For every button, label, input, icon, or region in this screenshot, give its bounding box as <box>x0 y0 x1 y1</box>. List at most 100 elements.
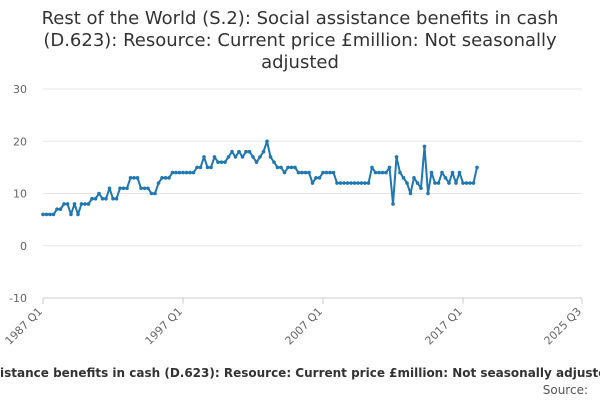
data-point <box>195 165 199 170</box>
data-point <box>209 165 213 170</box>
data-point <box>261 149 266 154</box>
data-point <box>58 207 63 211</box>
data-point <box>415 181 420 185</box>
data-point <box>324 170 329 175</box>
data-point <box>356 181 360 185</box>
data-point <box>62 202 66 206</box>
data-point <box>464 181 469 185</box>
y-axis-ticks: -10 0 10 20 30 <box>9 83 27 305</box>
data-point <box>461 181 465 185</box>
data-point <box>149 191 154 196</box>
data-point <box>342 181 346 185</box>
data-point <box>132 176 136 180</box>
data-point <box>247 149 252 154</box>
data-point <box>79 202 84 206</box>
data-point <box>170 170 175 175</box>
data-point <box>90 196 94 201</box>
data-point <box>384 170 388 175</box>
x-axis: 1987 Q1 1997 Q1 2007 Q1 2017 Q1 2025 Q3 <box>3 297 584 348</box>
data-point <box>331 170 336 175</box>
data-point <box>153 191 157 196</box>
data-point <box>268 155 273 159</box>
data-point <box>233 155 238 159</box>
data-point <box>447 181 451 185</box>
footer-caption: Rest of the World (S.2): Social assistan… <box>0 366 600 380</box>
data-point <box>76 212 80 217</box>
data-point <box>471 181 476 185</box>
data-point <box>450 170 455 175</box>
data-point <box>97 191 101 196</box>
data-point <box>377 170 381 175</box>
data-point <box>275 165 280 170</box>
data-point <box>394 155 399 159</box>
data-point <box>142 186 147 191</box>
data-point <box>314 176 318 180</box>
chart-footer: Rest of the World (S.2): Social assistan… <box>0 366 600 400</box>
data-point <box>223 160 227 164</box>
data-point <box>55 207 59 211</box>
data-point <box>289 165 294 170</box>
y-tick-label: 10 <box>13 188 27 201</box>
y-tick-label: 30 <box>13 83 27 96</box>
data-point <box>398 170 402 175</box>
gridlines <box>43 88 582 299</box>
data-point <box>65 202 70 206</box>
data-point <box>100 196 105 201</box>
data-point <box>265 139 269 144</box>
data-point <box>433 181 437 185</box>
data-point <box>412 176 416 180</box>
data-point <box>156 181 161 185</box>
data-point <box>121 186 126 191</box>
data-point <box>86 202 91 206</box>
series-line <box>43 140 478 216</box>
data-point <box>174 170 178 175</box>
x-tick-label: 2017 Q1 <box>423 305 466 348</box>
data-point <box>401 176 406 180</box>
data-point <box>104 196 108 201</box>
series-line-group <box>41 139 479 217</box>
x-tick-label: 1987 Q1 <box>3 305 46 348</box>
data-point <box>177 170 182 175</box>
data-point <box>363 181 367 185</box>
data-point <box>83 202 87 206</box>
data-point <box>188 170 192 175</box>
data-point <box>72 202 77 206</box>
data-point <box>373 170 378 175</box>
data-point <box>125 186 129 191</box>
data-point <box>296 170 301 175</box>
data-point <box>237 149 241 154</box>
data-point <box>51 212 56 217</box>
data-point <box>349 181 353 185</box>
footer-source: Source: <box>542 383 588 397</box>
data-point <box>139 186 143 191</box>
y-tick-label: 20 <box>13 135 27 148</box>
data-point <box>440 170 444 175</box>
data-point <box>408 191 413 196</box>
data-point <box>391 202 395 206</box>
data-point <box>181 170 185 175</box>
y-tick-label: -10 <box>9 292 27 305</box>
data-point <box>69 212 73 217</box>
data-point <box>468 181 472 185</box>
data-point <box>328 170 332 175</box>
data-point <box>41 212 45 217</box>
data-point <box>454 181 458 185</box>
data-point <box>230 149 234 154</box>
data-point <box>107 186 112 191</box>
data-point <box>317 176 322 180</box>
data-point <box>254 160 259 164</box>
data-point <box>93 196 98 201</box>
data-point <box>457 170 462 175</box>
data-point <box>202 155 206 159</box>
data-point <box>258 155 262 159</box>
data-point <box>422 144 427 149</box>
data-point <box>345 181 350 185</box>
data-point <box>118 186 122 191</box>
data-point <box>293 165 297 170</box>
data-point <box>216 160 220 164</box>
data-point <box>212 155 217 159</box>
data-point <box>338 181 343 185</box>
data-point <box>300 170 304 175</box>
data-point <box>240 155 245 159</box>
